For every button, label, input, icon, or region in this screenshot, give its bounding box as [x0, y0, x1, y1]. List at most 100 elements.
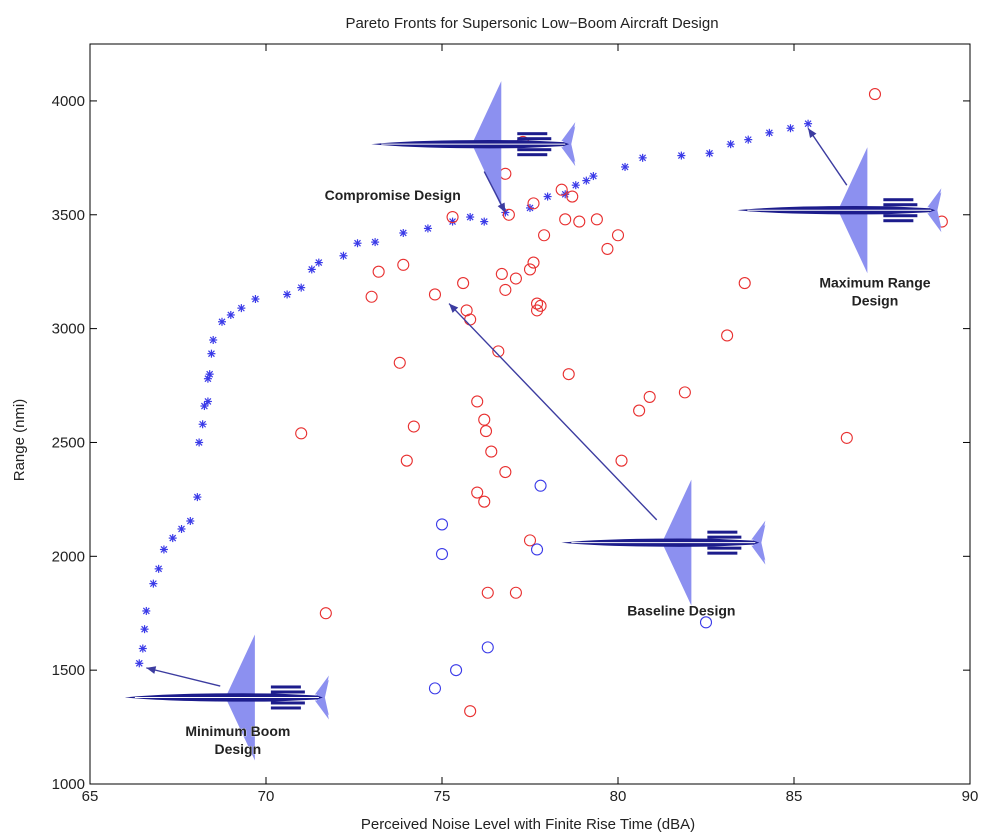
asterisk-stroke [399, 229, 407, 237]
data-point-asterisk [423, 224, 432, 233]
asterisk-stroke [727, 140, 735, 148]
y-tick-label: 1000 [52, 776, 85, 793]
asterisk-stroke [315, 259, 323, 267]
asterisk-stroke [149, 580, 157, 588]
data-point-circle [559, 213, 572, 226]
x-axis-label: Perceived Noise Level with Finite Rise T… [361, 816, 695, 833]
data-point-asterisk [353, 239, 362, 248]
aircraft-engine [517, 137, 552, 141]
aircraft-engine [707, 546, 742, 550]
data-point-circle [538, 229, 551, 242]
data-point-asterisk [466, 213, 475, 222]
data-point-circle [485, 445, 498, 458]
data-point-asterisk [297, 283, 306, 292]
x-tick-label: 80 [610, 788, 627, 805]
data-point-circle [699, 616, 713, 629]
data-point-circle [446, 210, 459, 224]
series-layer [135, 88, 948, 718]
asterisk-stroke [354, 239, 361, 247]
data-point-circle [478, 413, 491, 426]
aircraft-engine [883, 214, 918, 218]
data-point-circle [365, 290, 378, 303]
data-point-circle [464, 705, 477, 718]
data-point-circle [319, 607, 332, 620]
asterisk-stroke [227, 311, 235, 319]
design-annotation: Minimum Boom [185, 723, 290, 739]
y-tick-label: 3000 [52, 321, 85, 338]
data-point-asterisk [177, 524, 186, 533]
data-point-circle [478, 495, 491, 508]
asterisk-stroke [139, 645, 147, 652]
data-point-asterisk [149, 579, 158, 588]
data-point-circle [400, 454, 413, 467]
data-point-circle [509, 272, 522, 285]
data-point-asterisk [226, 310, 235, 319]
data-point-asterisk [168, 534, 177, 543]
asterisk-stroke [155, 565, 163, 573]
data-point-asterisk [744, 135, 753, 144]
aircraft-engine [707, 535, 742, 539]
design-annotation: Maximum Range [819, 275, 930, 291]
aircraft-engine [707, 551, 738, 555]
data-point-asterisk [786, 124, 795, 133]
data-point-asterisk [203, 397, 212, 406]
data-point-circle [471, 395, 484, 408]
data-point-circle [495, 267, 508, 281]
data-point-circle [435, 547, 449, 561]
asterisk-stroke [160, 546, 168, 553]
aircraft-engine [517, 153, 548, 157]
asterisk-stroke [371, 238, 379, 246]
aircraft-engine [883, 203, 918, 207]
arrow-head [146, 666, 157, 674]
annotation-layer: Compromise Design Maximum Range Design Base… [185, 187, 931, 758]
data-point-asterisk [207, 349, 216, 358]
data-point-asterisk [218, 317, 226, 326]
y-tick-label: 2000 [52, 548, 85, 565]
x-tick-label: 75 [434, 788, 451, 805]
data-point-circle [523, 534, 537, 547]
asterisk-stroke [480, 218, 488, 226]
arrow-shaft [448, 303, 658, 521]
asterisk-stroke [639, 154, 647, 162]
data-point-circle [492, 345, 505, 358]
data-point-circle [499, 283, 512, 296]
asterisk-stroke [621, 163, 629, 171]
axis-layer: 65 70 75 80 85 90 1000 1500 2000 2500 3000 3500 4000 [52, 44, 978, 805]
arrow-head [497, 202, 506, 213]
aircraft-engine [270, 690, 305, 694]
data-point-asterisk [638, 153, 647, 162]
aircraft-engine [517, 148, 552, 152]
data-point-circle [573, 215, 586, 228]
y-axis-label: Range (nmi) [11, 399, 28, 482]
aircraft-layer [124, 81, 942, 761]
asterisk-stroke [209, 336, 217, 344]
data-point-asterisk [198, 420, 207, 429]
asterisk-stroke [449, 218, 456, 226]
aircraft-wing-lower [839, 213, 868, 274]
arrow-head [808, 128, 817, 139]
data-point-circle [721, 329, 734, 342]
x-tick-label: 85 [786, 788, 803, 805]
asterisk-stroke [466, 213, 474, 221]
data-point-circle [393, 356, 406, 369]
plot-frame [89, 43, 971, 785]
data-point-asterisk [154, 564, 163, 573]
aircraft-wing-lower [226, 700, 255, 761]
aircraft-engine [270, 685, 301, 689]
data-point-circle [868, 88, 882, 101]
design-annotation: Baseline Design [627, 603, 735, 619]
data-point-asterisk [135, 659, 144, 668]
data-point-circle [633, 404, 646, 417]
data-point-circle [372, 265, 385, 278]
data-point-circle [840, 431, 853, 444]
asterisk-stroke [142, 607, 150, 615]
data-point-circle [615, 454, 628, 467]
annotation-arrow [483, 171, 506, 213]
data-point-asterisk [765, 128, 774, 137]
data-point-circle [527, 197, 540, 210]
data-point-circle [601, 242, 614, 255]
design-annotation: Compromise Design [325, 187, 461, 203]
data-point-circle [481, 641, 494, 654]
data-point-circle [534, 479, 547, 492]
